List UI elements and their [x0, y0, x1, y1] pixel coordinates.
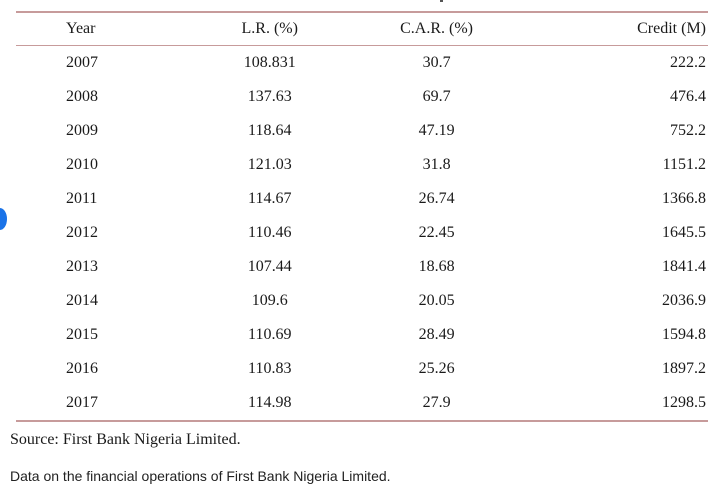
cell-lr: 109.6 [251, 292, 288, 309]
cell-credit: 1151.2 [662, 156, 706, 173]
table-row: 2009 118.64 47.19 752.2 [16, 114, 708, 148]
cell-car: 22.45 [418, 224, 455, 241]
cell-car: 47.19 [418, 122, 455, 139]
header-year: Year [66, 20, 96, 37]
cell-credit: 1594.8 [662, 326, 706, 343]
table-row: 2008 137.63 69.7 476.4 [16, 80, 708, 114]
cell-credit: 1841.4 [662, 258, 706, 275]
table-row: 2014 109.6 20.05 2036.9 [16, 284, 708, 318]
cell-year: 2015 [66, 326, 98, 343]
table-row: 2010 121.03 31.8 1151.2 [16, 148, 708, 182]
cell-car: 27.9 [422, 394, 451, 411]
cell-year: 2009 [66, 122, 98, 139]
cell-lr: 110.46 [248, 224, 292, 241]
cell-lr: 108.831 [243, 54, 296, 71]
cell-credit: 2036.9 [662, 292, 706, 309]
table-row: 2013 107.44 18.68 1841.4 [16, 250, 708, 284]
header-car: C.A.R. (%) [400, 20, 474, 37]
table-row: 2007 108.831 30.7 222.2 [16, 46, 708, 81]
cell-car: 69.7 [422, 88, 451, 105]
cell-car: 26.74 [418, 190, 455, 207]
cell-lr: 114.98 [248, 394, 292, 411]
cell-car: 28.49 [418, 326, 455, 343]
table-row: 2015 110.69 28.49 1594.8 [16, 318, 708, 352]
cell-car: 20.05 [418, 292, 455, 309]
side-scroll-indicator[interactable] [0, 208, 7, 230]
table-caption: Data on the financial operations of Firs… [10, 468, 391, 484]
cell-car: 30.7 [422, 54, 451, 71]
cell-year: 2013 [66, 258, 98, 275]
header-credit: Credit (M) [637, 20, 706, 37]
cell-credit: 1645.5 [662, 224, 706, 241]
cell-car: 31.8 [422, 156, 451, 173]
cell-lr: 137.63 [247, 88, 292, 105]
table-row: 2017 114.98 27.9 1298.5 [16, 386, 708, 421]
cell-lr: 114.67 [248, 190, 292, 207]
cell-credit: 476.4 [670, 88, 706, 105]
cell-year: 2017 [66, 394, 98, 411]
header-lr: L.R. (%) [241, 20, 298, 37]
table-row: 2012 110.46 22.45 1645.5 [16, 216, 708, 250]
header-row: Year L.R. (%) C.A.R. (%) Credit (M) [16, 12, 708, 46]
cell-credit: 1897.2 [662, 360, 706, 377]
table-header: Year L.R. (%) C.A.R. (%) Credit (M) [16, 12, 708, 46]
table-row: 2016 110.83 25.26 1897.2 [16, 352, 708, 386]
cell-credit: 1298.5 [662, 394, 706, 411]
cell-lr: 118.64 [248, 122, 292, 139]
table-row: 2011 114.67 26.74 1366.8 [16, 182, 708, 216]
cell-year: 2014 [66, 292, 98, 309]
cell-year: 2007 [66, 54, 98, 71]
cell-year: 2016 [66, 360, 98, 377]
cell-credit: 1366.8 [662, 190, 706, 207]
financial-data-table: Year L.R. (%) C.A.R. (%) Credit (M) 2007… [16, 11, 708, 422]
cell-lr: 110.69 [248, 326, 292, 343]
cell-year: 2008 [66, 88, 98, 105]
table-source-note: Source: First Bank Nigeria Limited. [10, 431, 241, 448]
cell-year: 2011 [66, 190, 98, 207]
cell-car: 25.26 [418, 360, 455, 377]
cell-lr: 107.44 [247, 258, 292, 275]
top-tick-mark [440, 0, 443, 2]
cell-lr: 121.03 [247, 156, 292, 173]
data-table-container: Year L.R. (%) C.A.R. (%) Credit (M) 2007… [16, 11, 708, 422]
cell-year: 2010 [66, 156, 98, 173]
cell-credit: 222.2 [670, 54, 706, 71]
cell-car: 18.68 [418, 258, 455, 275]
cell-year: 2012 [66, 224, 98, 241]
cell-lr: 110.83 [248, 360, 292, 377]
table-body: 2007 108.831 30.7 222.2 2008 137.63 69.7… [16, 46, 708, 421]
cell-credit: 752.2 [670, 122, 706, 139]
